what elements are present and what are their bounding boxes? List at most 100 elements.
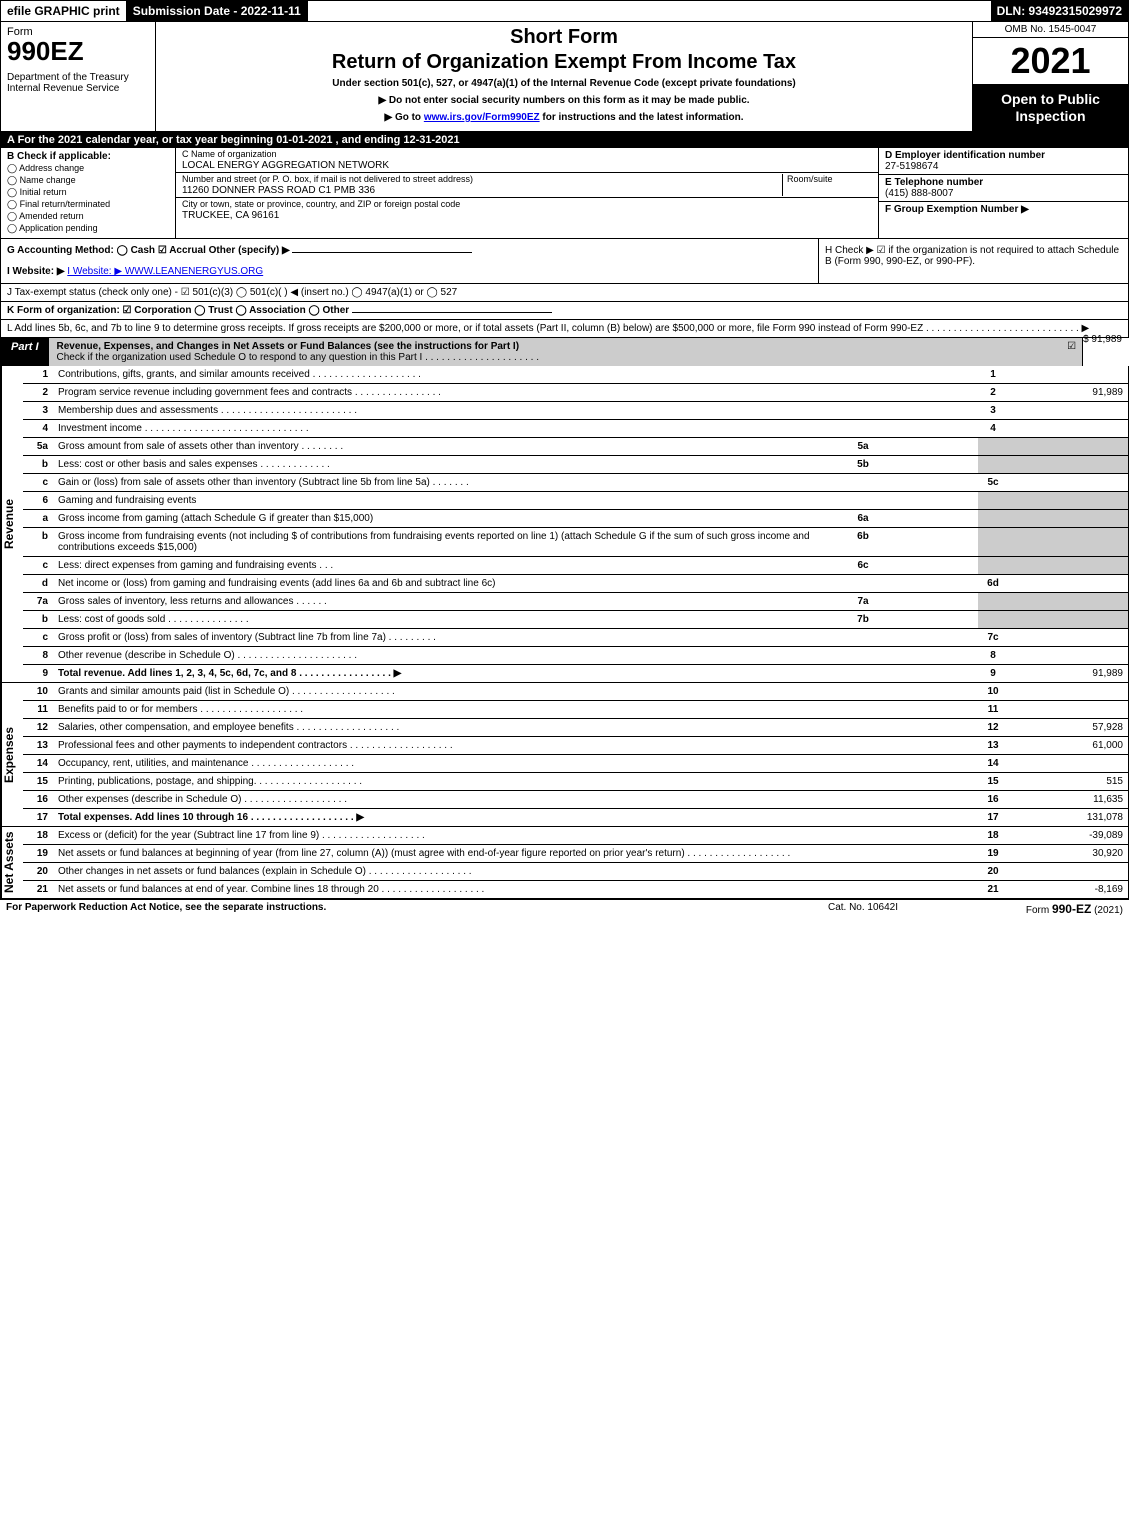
cb-name-change[interactable]: ◯ Name change — [7, 175, 169, 186]
ssn-warning: ▶ Do not enter social security numbers o… — [164, 95, 964, 106]
section-b: B Check if applicable: ◯ Address change … — [1, 148, 176, 238]
row-a-tax-year: A For the 2021 calendar year, or tax yea… — [0, 132, 1129, 148]
l-text: L Add lines 5b, 6c, and 7b to line 9 to … — [7, 323, 1089, 334]
i-website-label: I Website: ▶ — [7, 266, 65, 277]
irs-link[interactable]: www.irs.gov/Form990EZ — [424, 112, 540, 123]
d-ein-lbl: D Employer identification number — [885, 150, 1045, 161]
form-id-block: Form 990EZ Department of the Treasury In… — [1, 22, 156, 131]
e-tel-lbl: E Telephone number — [885, 177, 983, 188]
line-6d: d Net income or (loss) from gaming and f… — [23, 574, 1128, 592]
row-j: J Tax-exempt status (check only one) - ☑… — [0, 284, 1129, 302]
line-20: 20Other changes in net assets or fund ba… — [23, 862, 1128, 880]
main-title: Return of Organization Exempt From Incom… — [164, 51, 964, 74]
dept-label: Department of the Treasury Internal Reve… — [7, 72, 149, 94]
g-text: G Accounting Method: ◯ Cash ☑ Accrual Ot… — [7, 245, 290, 256]
line-3: 3 Membership dues and assessments . . . … — [23, 401, 1128, 419]
part1-check-text: Check if the organization used Schedule … — [57, 352, 539, 363]
cb-amended-return[interactable]: ◯ Amended return — [7, 211, 169, 222]
goto-line: ▶ Go to www.irs.gov/Form990EZ for instru… — [164, 112, 964, 123]
efile-label[interactable]: efile GRAPHIC print — [1, 1, 127, 21]
ein-value: 27-5198674 — [885, 161, 938, 172]
line-7c: c Gross profit or (loss) from sales of i… — [23, 628, 1128, 646]
line-6a: a Gross income from gaming (attach Sched… — [23, 509, 1128, 527]
line-10: 10Grants and similar amounts paid (list … — [23, 683, 1128, 701]
catalog-number: Cat. No. 10642I — [763, 902, 963, 916]
part1-checkbox[interactable]: ☑ — [1061, 338, 1082, 366]
line-4: 4 Investment income . . . . . . . . . . … — [23, 419, 1128, 437]
line-5a: 5a Gross amount from sale of assets othe… — [23, 437, 1128, 455]
line-11: 11Benefits paid to or for members . . . … — [23, 700, 1128, 718]
revenue-section: Revenue 1 Contributions, gifts, grants, … — [0, 366, 1129, 683]
b-label: B Check if applicable: — [7, 151, 169, 162]
line-15: 15Printing, publications, postage, and s… — [23, 772, 1128, 790]
c-city-lbl: City or town, state or province, country… — [182, 199, 460, 209]
line-7b: b Less: cost of goods sold . . . . . . .… — [23, 610, 1128, 628]
line-2: 2 Program service revenue including gove… — [23, 383, 1128, 401]
netassets-side-label: Net Assets — [1, 827, 23, 898]
dln: DLN: 93492315029972 — [991, 1, 1128, 21]
row-k: K Form of organization: ☑ Corporation ◯ … — [0, 302, 1129, 320]
c-addr-lbl: Number and street (or P. O. box, if mail… — [182, 174, 473, 184]
room-lbl: Room/suite — [787, 174, 833, 184]
k-text: K Form of organization: ☑ Corporation ◯ … — [7, 305, 349, 316]
line-7a: 7a Gross sales of inventory, less return… — [23, 592, 1128, 610]
line-1: 1 Contributions, gifts, grants, and simi… — [23, 366, 1128, 384]
line-14: 14Occupancy, rent, utilities, and mainte… — [23, 754, 1128, 772]
tel-value: (415) 888-8007 — [885, 188, 953, 199]
row-gh: G Accounting Method: ◯ Cash ☑ Accrual Ot… — [0, 239, 1129, 284]
org-city: TRUCKEE, CA 96161 — [182, 210, 279, 221]
l-amount: $ 91,989 — [1083, 334, 1122, 345]
page-footer: For Paperwork Reduction Act Notice, see … — [0, 899, 1129, 918]
goto-pre: ▶ Go to — [384, 112, 423, 123]
line-19: 19Net assets or fund balances at beginni… — [23, 844, 1128, 862]
website-link[interactable]: I Website: ▶ WWW.LEANENERGYUS.ORG — [67, 266, 263, 277]
line-21: 21Net assets or fund balances at end of … — [23, 880, 1128, 898]
line-5c: c Gain or (loss) from sale of assets oth… — [23, 473, 1128, 491]
line-13: 13Professional fees and other payments t… — [23, 736, 1128, 754]
accounting-method: G Accounting Method: ◯ Cash ☑ Accrual Ot… — [1, 239, 818, 283]
expenses-table: 10Grants and similar amounts paid (list … — [23, 683, 1128, 826]
short-form-title: Short Form — [164, 26, 964, 49]
cb-address-change[interactable]: ◯ Address change — [7, 163, 169, 174]
section-c: C Name of organization LOCAL ENERGY AGGR… — [176, 148, 878, 238]
goto-post: for instructions and the latest informat… — [540, 112, 744, 123]
submission-date: Submission Date - 2022-11-11 — [127, 1, 308, 21]
section-bcdef: B Check if applicable: ◯ Address change … — [0, 148, 1129, 239]
topbar: efile GRAPHIC print Submission Date - 20… — [0, 0, 1129, 21]
section-def: D Employer identification number 27-5198… — [878, 148, 1128, 238]
part1-tag: Part I — [1, 338, 49, 366]
cb-initial-return[interactable]: ◯ Initial return — [7, 187, 169, 198]
cb-application-pending[interactable]: ◯ Application pending — [7, 223, 169, 234]
open-to-public: Open to Public Inspection — [973, 85, 1128, 131]
line-9: 9 Total revenue. Add lines 1, 2, 3, 4, 5… — [23, 664, 1128, 682]
line-6c: c Less: direct expenses from gaming and … — [23, 556, 1128, 574]
line-8: 8 Other revenue (describe in Schedule O)… — [23, 646, 1128, 664]
omb-number: OMB No. 1545-0047 — [973, 22, 1128, 38]
netassets-section: Net Assets 18Excess or (deficit) for the… — [0, 827, 1129, 899]
paperwork-notice: For Paperwork Reduction Act Notice, see … — [6, 902, 763, 916]
line-16: 16Other expenses (describe in Schedule O… — [23, 790, 1128, 808]
header-right: OMB No. 1545-0047 2021 Open to Public In… — [973, 22, 1128, 131]
title-block: Short Form Return of Organization Exempt… — [156, 22, 973, 131]
revenue-table: 1 Contributions, gifts, grants, and simi… — [23, 366, 1128, 682]
form-number: 990EZ — [7, 38, 149, 64]
part1-title: Revenue, Expenses, and Changes in Net As… — [49, 338, 1062, 366]
spacer — [308, 1, 991, 21]
schedule-b-check: H Check ▶ ☑ if the organization is not r… — [818, 239, 1128, 283]
c-name-lbl: C Name of organization — [182, 149, 277, 159]
f-group-lbl: F Group Exemption Number ▶ — [885, 204, 1029, 215]
cb-final-return[interactable]: ◯ Final return/terminated — [7, 199, 169, 210]
line-6: 6 Gaming and fundraising events — [23, 491, 1128, 509]
line-18: 18Excess or (deficit) for the year (Subt… — [23, 827, 1128, 845]
netassets-table: 18Excess or (deficit) for the year (Subt… — [23, 827, 1128, 898]
row-l: L Add lines 5b, 6c, and 7b to line 9 to … — [0, 320, 1129, 338]
org-address: 11260 DONNER PASS ROAD C1 PMB 336 — [182, 185, 375, 196]
tax-year: 2021 — [973, 38, 1128, 85]
line-17: 17Total expenses. Add lines 10 through 1… — [23, 808, 1128, 826]
line-12: 12Salaries, other compensation, and empl… — [23, 718, 1128, 736]
form-header: Form 990EZ Department of the Treasury In… — [0, 21, 1129, 132]
revenue-side-label: Revenue — [1, 366, 23, 682]
form-reference: Form 990-EZ (2021) — [963, 902, 1123, 916]
subtitle: Under section 501(c), 527, or 4947(a)(1)… — [164, 78, 964, 89]
line-5b: b Less: cost or other basis and sales ex… — [23, 455, 1128, 473]
